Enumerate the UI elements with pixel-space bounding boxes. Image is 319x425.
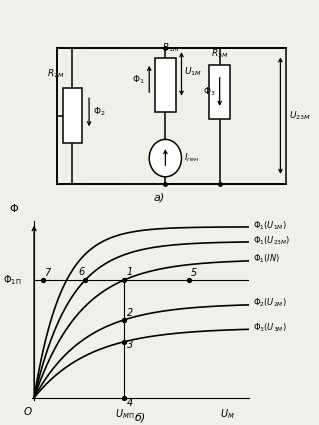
Text: 5: 5: [191, 268, 197, 278]
Text: O: O: [24, 407, 32, 417]
Text: 2: 2: [127, 309, 133, 318]
Text: $R_{1M}$: $R_{1M}$: [162, 41, 180, 54]
Text: $I_{ген}$: $I_{ген}$: [184, 152, 200, 164]
Polygon shape: [155, 58, 176, 112]
Text: 7: 7: [44, 268, 51, 278]
Text: $\Phi_3$: $\Phi_3$: [204, 85, 216, 98]
Text: $\Phi_1$: $\Phi_1$: [132, 74, 145, 86]
Text: $U_M$: $U_M$: [220, 407, 235, 421]
Text: 1: 1: [127, 267, 133, 278]
Text: 3: 3: [127, 340, 133, 350]
Text: $\Phi_1(IN)$: $\Phi_1(IN)$: [253, 253, 280, 266]
Text: $R_{2M}$: $R_{2M}$: [47, 68, 64, 80]
Text: $\Phi$: $\Phi$: [10, 202, 19, 214]
Text: 6: 6: [78, 267, 84, 278]
Text: $\Phi_1(U_{23M})$: $\Phi_1(U_{23M})$: [253, 234, 291, 246]
Circle shape: [149, 139, 182, 177]
Text: $R_{3M}$: $R_{3M}$: [211, 47, 228, 60]
Text: $\Phi_3(U_{3M})$: $\Phi_3(U_{3M})$: [253, 321, 287, 334]
Text: $U_{1M}$: $U_{1M}$: [184, 65, 202, 78]
Text: а): а): [154, 192, 165, 202]
Text: б): б): [135, 413, 146, 423]
Text: $\Phi_2(U_{2M})$: $\Phi_2(U_{2M})$: [253, 297, 287, 309]
Polygon shape: [209, 65, 230, 119]
Text: $\Phi_2$: $\Phi_2$: [93, 106, 106, 119]
Polygon shape: [63, 88, 82, 143]
Text: $U_{M\Pi}$: $U_{M\Pi}$: [115, 407, 134, 421]
Text: $\Phi_{1\Pi}$: $\Phi_{1\Pi}$: [3, 273, 21, 287]
Text: $\Phi_1(U_{1M})$: $\Phi_1(U_{1M})$: [253, 219, 287, 232]
Text: 4: 4: [127, 398, 133, 408]
Text: $U_{23M}$: $U_{23M}$: [289, 109, 311, 122]
